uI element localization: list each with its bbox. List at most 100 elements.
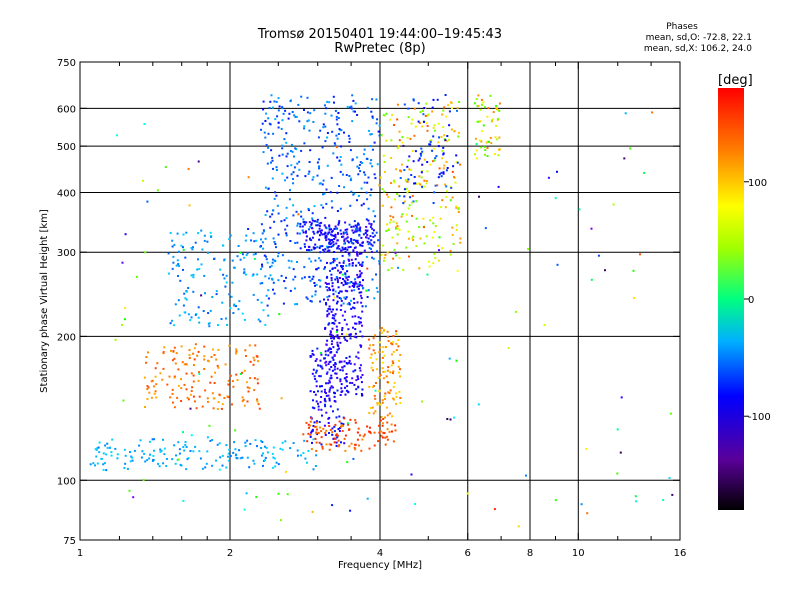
echo-point [173, 324, 175, 327]
echo-point [432, 98, 435, 101]
echo-point [339, 229, 342, 232]
echo-point [358, 291, 361, 294]
echo-point [397, 103, 399, 106]
echo-point [379, 419, 382, 422]
echo-point [309, 433, 312, 436]
echo-point [369, 407, 372, 409]
echo-point [381, 401, 384, 404]
echo-point [616, 428, 619, 431]
echo-point [267, 146, 270, 149]
echo-point [375, 287, 378, 290]
echo-point [365, 289, 368, 292]
echo-point [348, 429, 351, 431]
echo-point [392, 398, 395, 401]
echo-point [326, 371, 329, 374]
echo-point [345, 380, 348, 383]
echo-point [115, 134, 118, 137]
echo-point [368, 222, 371, 225]
echo-point [378, 260, 381, 263]
echo-point [309, 149, 312, 152]
echo-point [235, 305, 237, 308]
echo-point [345, 333, 348, 336]
echo-point [336, 334, 339, 337]
echo-point [370, 188, 373, 191]
echo-point [336, 367, 339, 370]
echo-point [359, 275, 362, 278]
echo-point [332, 314, 334, 317]
echo-point [311, 178, 314, 181]
echo-point [326, 310, 329, 313]
echo-point [344, 289, 347, 292]
echo-point [259, 282, 262, 285]
echo-point [355, 264, 358, 267]
echo-point [268, 107, 271, 109]
echo-point [496, 108, 498, 111]
echo-point [114, 447, 117, 450]
echo-point [369, 133, 372, 136]
phase-stats-o-mode: mean, sd,O: -72.8, 22.1 [645, 33, 752, 43]
echo-point [634, 495, 637, 498]
echo-point [324, 326, 327, 329]
echo-point [249, 360, 252, 363]
echo-point [324, 403, 326, 406]
echo-point [324, 231, 327, 234]
echo-point [247, 176, 250, 179]
echo-point [378, 124, 381, 127]
echo-point [353, 383, 356, 386]
echo-point [246, 439, 249, 442]
echo-point [228, 344, 231, 347]
echo-point [296, 174, 299, 177]
echo-point [275, 100, 278, 103]
echo-point [489, 136, 492, 139]
echo-point [375, 231, 378, 234]
echo-point [192, 450, 195, 453]
echo-point [498, 136, 501, 139]
echo-point [336, 210, 339, 212]
echo-point [182, 304, 185, 307]
echo-point [348, 355, 351, 358]
echo-point [336, 239, 339, 242]
echo-point [418, 267, 421, 270]
echo-point [211, 296, 214, 298]
echo-point [402, 202, 405, 205]
echo-point [320, 353, 323, 356]
echo-point [335, 227, 338, 230]
echo-point [348, 303, 351, 306]
echo-point [288, 198, 291, 201]
echo-point [375, 273, 377, 276]
echo-point [128, 489, 131, 492]
echo-point [348, 106, 351, 109]
echo-point [300, 210, 303, 213]
echo-point [328, 347, 331, 350]
echo-point [392, 179, 395, 182]
echo-point [256, 398, 258, 401]
echo-point [312, 368, 315, 371]
x-tick-label: 10 [572, 548, 585, 559]
echo-point [278, 313, 281, 316]
echo-point [400, 215, 403, 218]
echo-point [336, 436, 339, 439]
echo-point [354, 448, 357, 451]
echo-point [316, 347, 319, 350]
echo-point [330, 114, 333, 117]
echo-point [366, 198, 369, 201]
echo-point [176, 259, 179, 262]
echo-point [388, 430, 391, 433]
echo-point [327, 233, 329, 236]
echo-point [328, 397, 331, 400]
echo-point [332, 95, 335, 98]
echo-point [318, 246, 321, 249]
echo-point [302, 221, 305, 224]
echo-point [293, 166, 296, 169]
echo-point [329, 243, 332, 246]
echo-point [348, 361, 351, 364]
echo-point [339, 378, 342, 381]
echo-point [340, 232, 343, 235]
echo-point [359, 294, 362, 297]
echo-point [352, 282, 355, 285]
echo-point [324, 281, 327, 284]
echo-point [332, 243, 335, 246]
echo-point [312, 230, 315, 233]
echo-point [431, 236, 434, 239]
echo-point [335, 118, 338, 121]
